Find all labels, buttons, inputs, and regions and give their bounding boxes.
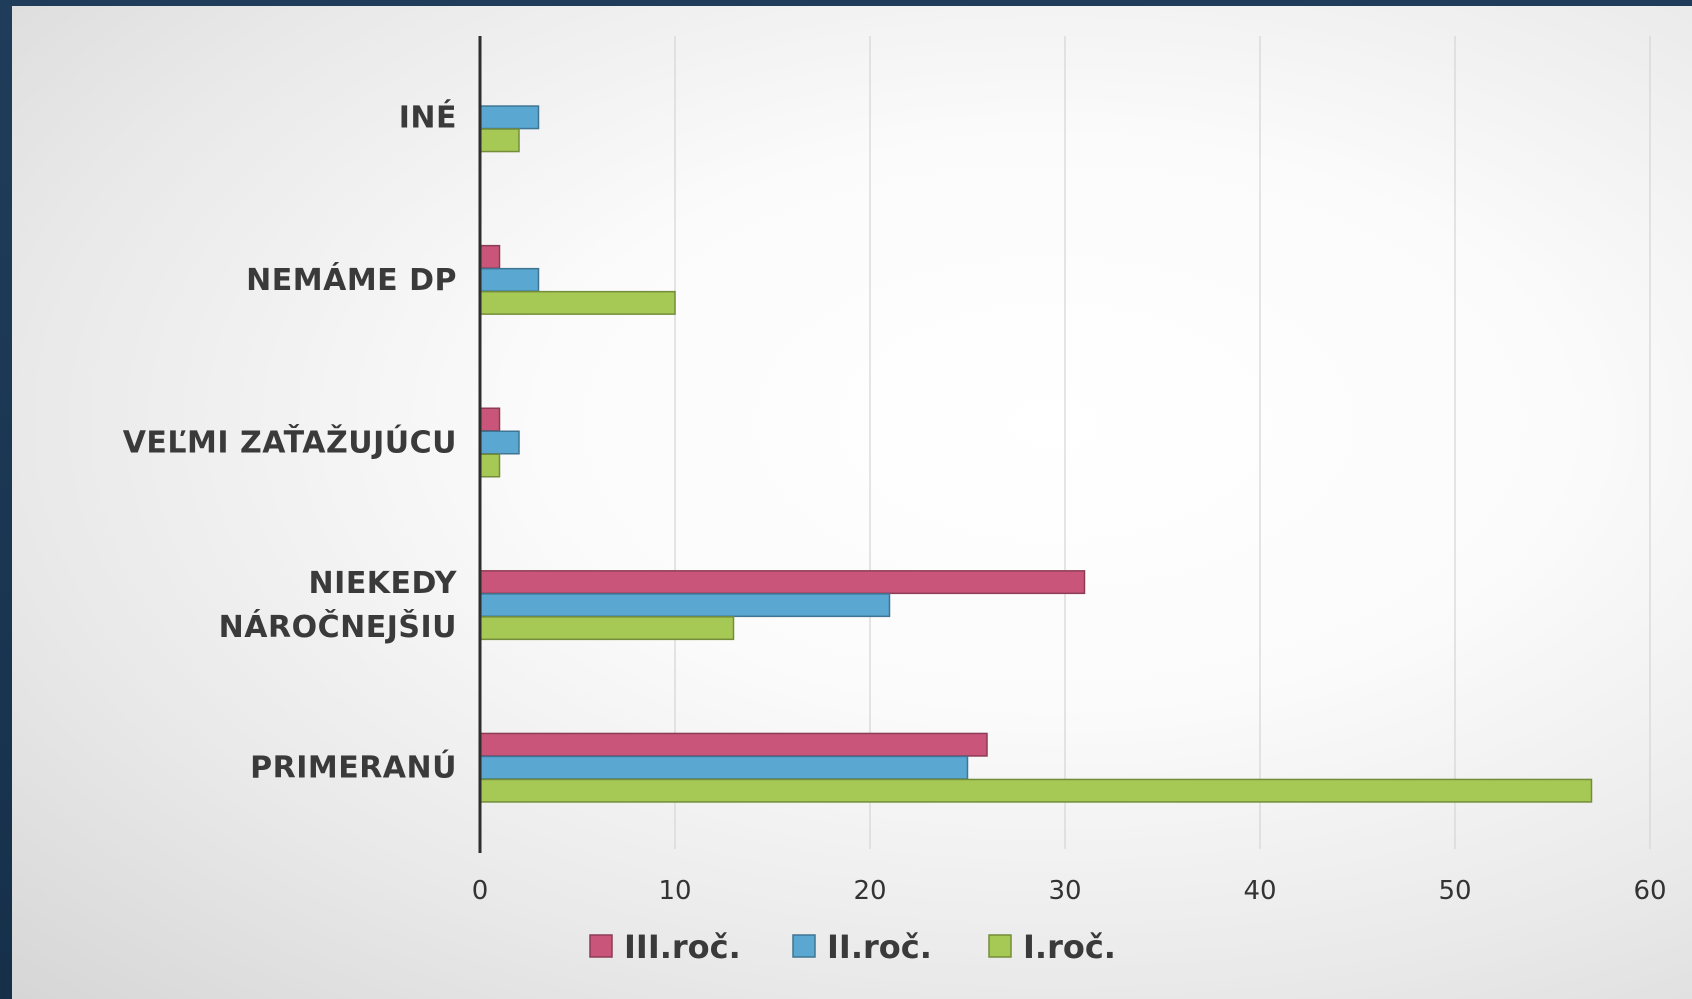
legend-swatch (589, 934, 613, 958)
bar (479, 105, 540, 130)
category-label: INÉ (399, 99, 457, 135)
x-tick-label: 30 (1048, 876, 1081, 906)
category-label: NIEKEDY (309, 566, 458, 601)
chart-panel: PRIMERANÚ NIEKEDY NÁROČNEJŠIU VEĽMI ZAŤAŽUJ… (12, 6, 1692, 999)
x-tick-label: 40 (1243, 876, 1276, 906)
legend-label: III.roč. (624, 928, 741, 966)
category-label: VEĽMI ZAŤAŽUJÚCU (123, 424, 457, 461)
legend-label: I.roč. (1023, 928, 1116, 966)
bar (479, 128, 520, 153)
bar (479, 732, 988, 757)
bar (479, 593, 891, 618)
x-tick-label: 50 (1438, 876, 1471, 906)
category-label: NÁROČNEJŠIU (219, 608, 457, 645)
bar (479, 430, 520, 455)
x-tick-label: 20 (853, 876, 886, 906)
bar (479, 778, 1593, 803)
bar (479, 453, 501, 478)
gridlines (674, 36, 1651, 849)
legend-swatch (792, 934, 816, 958)
bar (479, 616, 735, 641)
bar (479, 570, 1086, 595)
x-tick-label: 60 (1633, 876, 1666, 906)
bar (479, 407, 501, 432)
category-label: PRIMERANÚ (250, 749, 457, 786)
bar (479, 290, 676, 315)
legend: III.roč. II.roč. I.roč. (589, 928, 1116, 966)
category-label: NEMÁME DP (246, 262, 457, 298)
bar (479, 244, 501, 269)
legend-label: II.roč. (827, 928, 932, 966)
x-tick-label: 10 (658, 876, 691, 906)
category-labels: PRIMERANÚ NIEKEDY NÁROČNEJŠIU VEĽMI ZAŤAŽUJ… (123, 99, 458, 785)
legend-swatch (988, 934, 1012, 958)
x-tick-label: 0 (472, 876, 489, 906)
bar (479, 755, 969, 780)
x-tick-labels: 0 10 20 30 40 50 60 (472, 876, 1667, 906)
bars (479, 105, 1593, 803)
bar (479, 267, 540, 292)
bar-chart: PRIMERANÚ NIEKEDY NÁROČNEJŠIU VEĽMI ZAŤAŽUJ… (123, 36, 1667, 966)
